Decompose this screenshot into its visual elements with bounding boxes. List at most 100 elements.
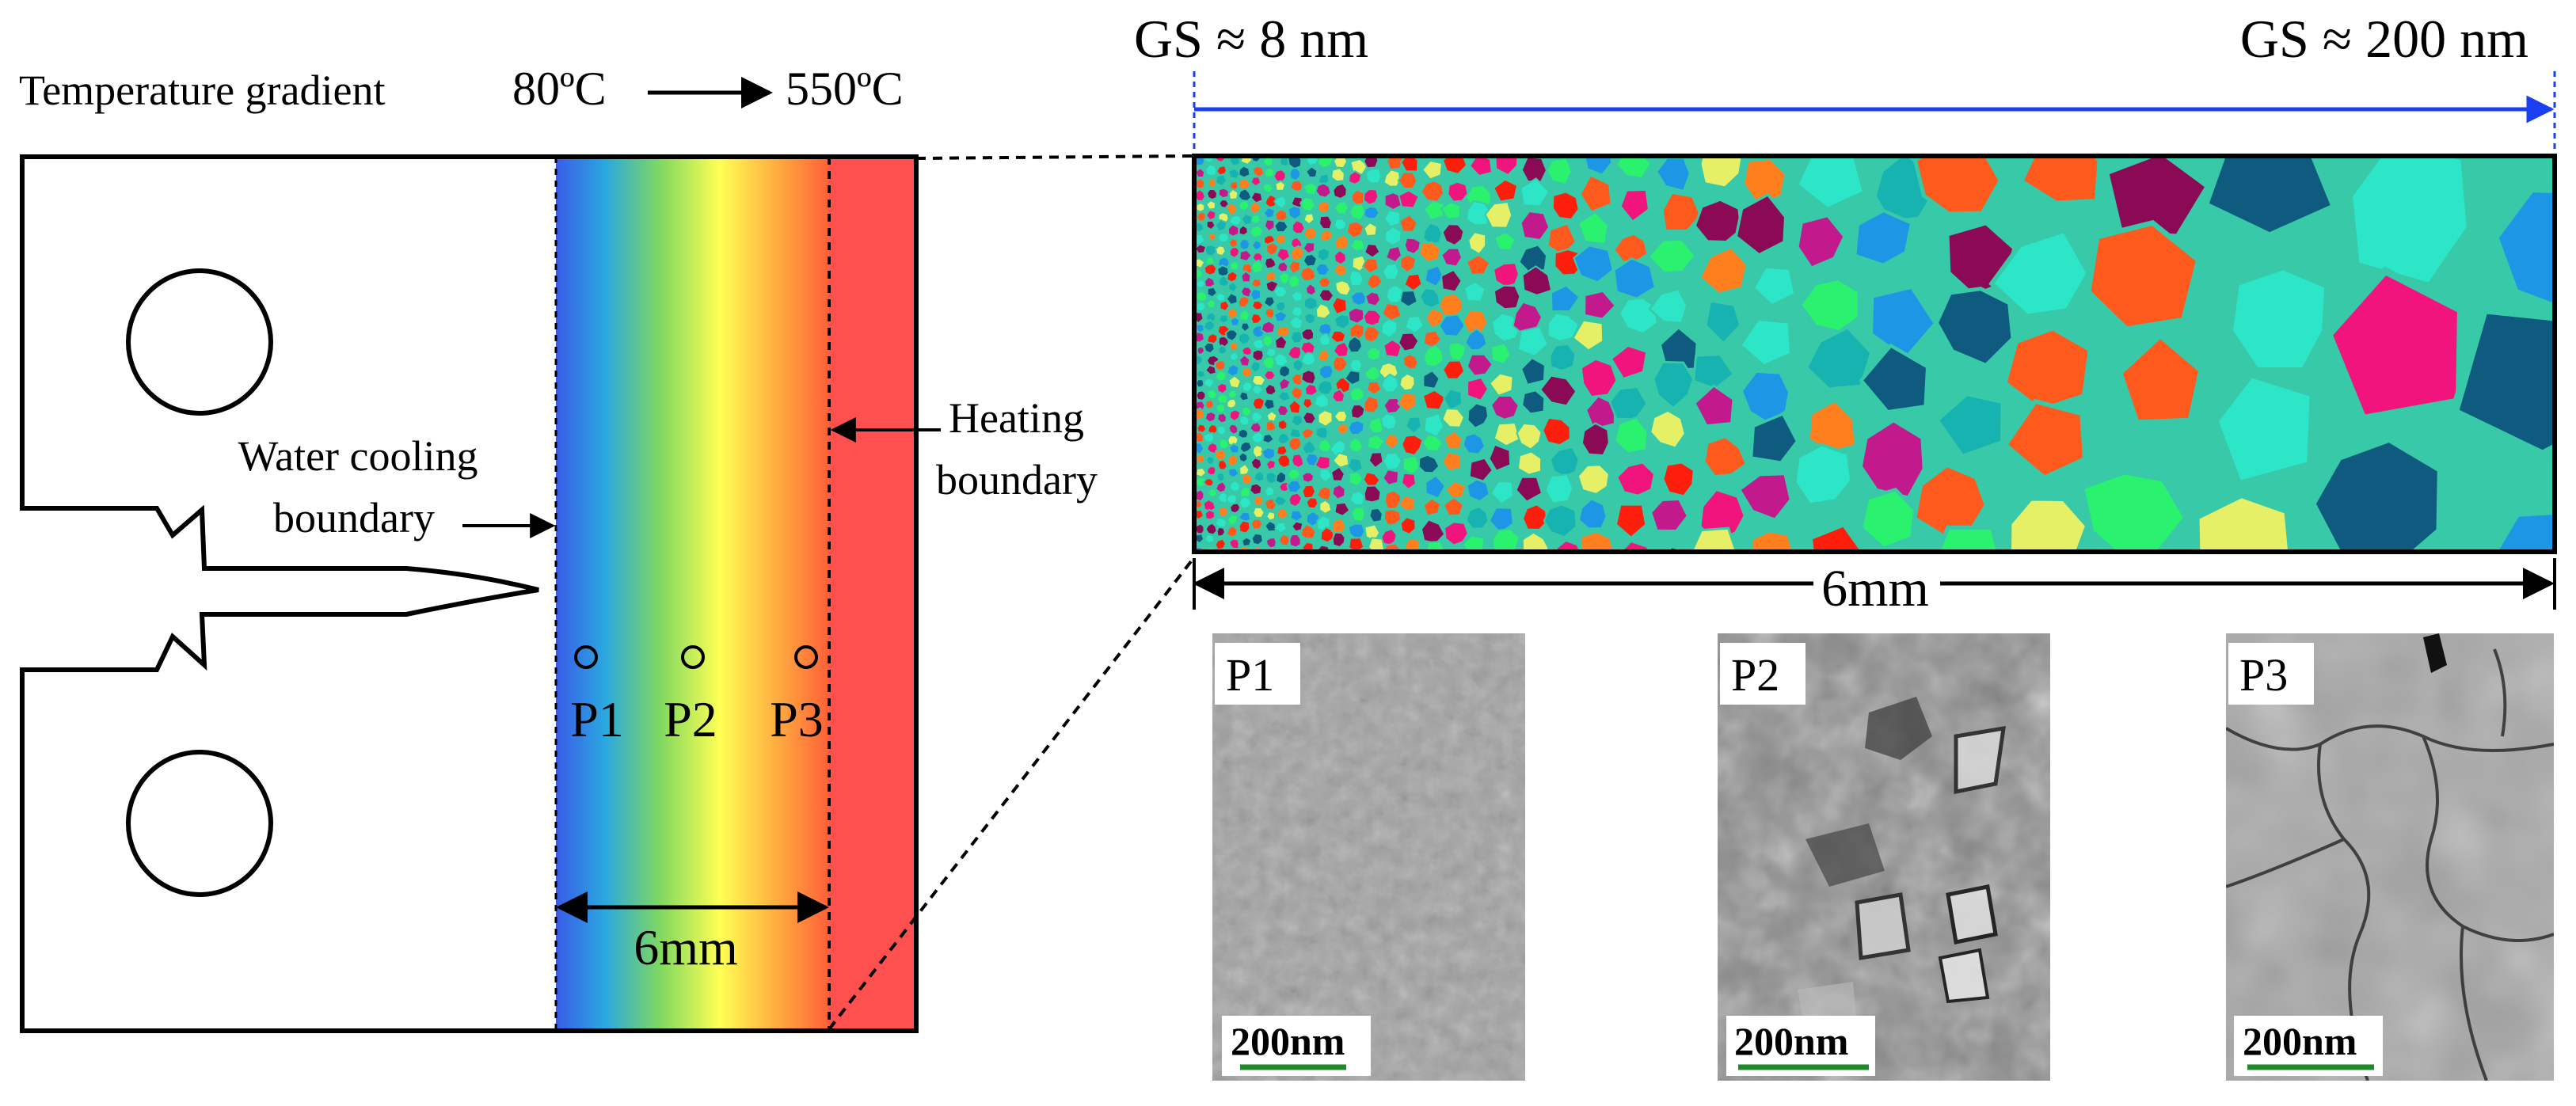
grain: [1286, 479, 1303, 494]
grain: [1227, 188, 1239, 201]
point-p2-label: P2: [664, 691, 717, 747]
grain: [1859, 487, 1917, 551]
grain: [1291, 453, 1305, 469]
grain: [1443, 430, 1463, 450]
grain: [1383, 508, 1402, 526]
grain: [2324, 266, 2465, 423]
grain: [1318, 333, 1331, 347]
grain: [1316, 247, 1331, 263]
grain: [1303, 212, 1315, 226]
grain: [1418, 241, 1441, 264]
grain: [1313, 393, 1330, 409]
grain: [1204, 244, 1218, 257]
grain: [2002, 398, 2087, 481]
grain: [1422, 344, 1444, 368]
grain: [1315, 182, 1333, 199]
grain: [1547, 312, 1580, 343]
pin-hole-top: [126, 268, 273, 416]
grain: [1516, 422, 1543, 450]
grain: [1227, 223, 1240, 238]
grain: [1349, 238, 1366, 253]
grain: [1661, 192, 1703, 232]
grain: [1332, 156, 1349, 169]
grain: [1467, 231, 1487, 256]
grain: [1203, 341, 1216, 355]
tem-image-p1: P1 200nm: [1212, 633, 1525, 1081]
grain: [1202, 477, 1216, 488]
grain: [1368, 451, 1384, 469]
grain: [1493, 284, 1521, 310]
grain: [1404, 314, 1425, 334]
grain: [1490, 342, 1512, 366]
grain: [1299, 265, 1317, 282]
grain: [1333, 314, 1351, 330]
grain: [1289, 290, 1303, 302]
grain: [1520, 177, 1551, 207]
tem-p3-grain-boundaries: [2226, 648, 2554, 1081]
grain: [1441, 359, 1466, 380]
grain: [1204, 533, 1216, 545]
grain: [1228, 480, 1242, 493]
grain: [1276, 404, 1290, 417]
grain: [1204, 508, 1216, 521]
grain: [1403, 272, 1423, 292]
grain: [1253, 469, 1265, 483]
grain: [1698, 245, 1749, 295]
grain: [1690, 526, 1738, 552]
grain: [1204, 276, 1216, 288]
grain: [1362, 188, 1379, 206]
grain: [1852, 208, 1914, 268]
grain: [1401, 434, 1424, 457]
grain: [1331, 388, 1346, 403]
grain: [1520, 211, 1551, 241]
grain: [1249, 360, 1261, 374]
grain: [1277, 390, 1292, 403]
grain: [1363, 156, 1379, 169]
grain: [1250, 259, 1265, 275]
grain: [1277, 364, 1292, 378]
grain: [1195, 201, 1206, 214]
grain: [1264, 256, 1277, 270]
grain: [1288, 259, 1302, 275]
grain: [1488, 372, 1514, 397]
grain: [1195, 369, 1207, 379]
grain: [1577, 497, 1608, 530]
grain: [1383, 397, 1403, 415]
grain: [1206, 286, 1219, 298]
grain: [1216, 344, 1227, 355]
grain: [1421, 433, 1444, 453]
grain: [1238, 451, 1249, 464]
grain: [1444, 480, 1467, 500]
grain: [1273, 208, 1288, 222]
grain: [1332, 262, 1348, 278]
grain: [1468, 156, 1493, 177]
grain: [1240, 270, 1252, 283]
grain: [1520, 357, 1546, 386]
grain: [1207, 177, 1217, 189]
grain: [1303, 295, 1319, 311]
grain: [1515, 476, 1543, 503]
grain: [1447, 181, 1469, 203]
grain: [1241, 536, 1253, 548]
grain: [1399, 253, 1417, 274]
grain: [1464, 327, 1488, 352]
grain: [1383, 169, 1402, 188]
grain: [1403, 237, 1421, 255]
grain: [1613, 416, 1649, 454]
grain: [1384, 226, 1402, 246]
grain: [1516, 450, 1543, 476]
grain: [1195, 453, 1206, 465]
grain: [1317, 348, 1330, 364]
grain: [1343, 369, 1361, 386]
gradient-title: Temperature gradient: [19, 67, 385, 114]
grain: [1205, 465, 1217, 477]
grain: [1934, 391, 2005, 459]
grain: [1262, 370, 1277, 382]
grain: [1330, 466, 1346, 482]
grain: [1303, 312, 1317, 325]
grain: [1347, 523, 1366, 539]
grain: [1397, 392, 1417, 413]
specimen-outline: [20, 154, 919, 1033]
grain: [1348, 169, 1363, 186]
grain: [1239, 238, 1251, 252]
